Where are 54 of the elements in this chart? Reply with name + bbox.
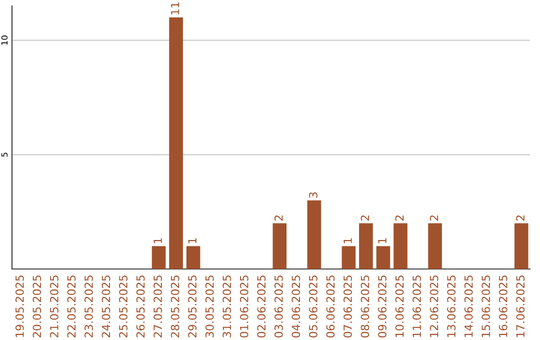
- x-tick-label: 07.06.2025: [344, 276, 352, 338]
- data-label: 2: [516, 215, 524, 221]
- x-tick-label: 27.05.2025: [154, 276, 162, 338]
- data-label: 2: [395, 215, 404, 221]
- x-tick-label: 21.05.2025: [50, 276, 58, 338]
- x-tick-label: 03.06.2025: [274, 276, 283, 338]
- x-tick-label: 09.06.2025: [378, 276, 386, 338]
- x-tick-label: 17.06.2025: [516, 276, 525, 337]
- x-tick-label: 31.05.2025: [222, 276, 232, 338]
- x-tick-label: 26.05.2025: [136, 276, 145, 338]
- bar: [186, 246, 200, 269]
- x-tick-label: 14.06.2025: [464, 276, 473, 337]
- x-tick-label: 06.06.2025: [326, 276, 335, 338]
- bar: [394, 223, 408, 269]
- x-tick-label: 08.06.2025: [360, 276, 370, 338]
- data-label: 11: [171, 2, 180, 14]
- x-tick-label: 04.06.2025: [292, 276, 300, 338]
- bar: [152, 246, 166, 269]
- bar: [359, 223, 373, 269]
- x-tick-label: 13.06.2025: [447, 276, 456, 337]
- data-label: 1: [188, 238, 196, 244]
- x-tick-label: 23.05.2025: [84, 276, 93, 338]
- data-label: 1: [154, 238, 162, 244]
- bar: [272, 223, 287, 269]
- data-label: 1: [344, 238, 352, 244]
- bar: [428, 223, 442, 269]
- x-tick-label: 10.06.2025: [395, 276, 404, 337]
- x-tick-label: 30.05.2025: [205, 276, 214, 338]
- x-tick-label: 01.06.2025: [240, 276, 248, 338]
- data-label: 3: [308, 192, 318, 198]
- x-tick-label: 25.05.2025: [119, 276, 128, 338]
- data-label: 2: [360, 215, 370, 221]
- x-tick-label: 05.06.2025: [308, 276, 318, 338]
- x-tick-label: 20.05.2025: [32, 276, 42, 338]
- data-label: 2: [430, 215, 438, 221]
- x-tick-label: 16.06.2025: [498, 276, 508, 337]
- y-tick-label: 5: [1, 152, 8, 157]
- x-tick-label: 15.06.2025: [482, 276, 490, 337]
- bar: [307, 200, 322, 269]
- x-tick-label: 11.06.2025: [412, 276, 421, 337]
- x-tick-label: 24.05.2025: [102, 276, 110, 338]
- data-label: 2: [274, 215, 283, 221]
- data-label: 1: [378, 238, 386, 244]
- bar: [376, 246, 390, 269]
- x-tick-label: 19.05.2025: [15, 276, 24, 337]
- x-tick-label: 12.06.2025: [430, 276, 438, 337]
- x-tick-label: 02.06.2025: [257, 276, 266, 338]
- x-tick-label: 28.05.2025: [170, 276, 180, 338]
- bar: [514, 223, 528, 269]
- y-tick-label: 10: [1, 36, 8, 45]
- x-tick-label: 22.05.2025: [67, 276, 76, 338]
- bar: [342, 246, 356, 269]
- x-tick-label: 29.05.2025: [188, 276, 197, 338]
- bar: [169, 17, 183, 269]
